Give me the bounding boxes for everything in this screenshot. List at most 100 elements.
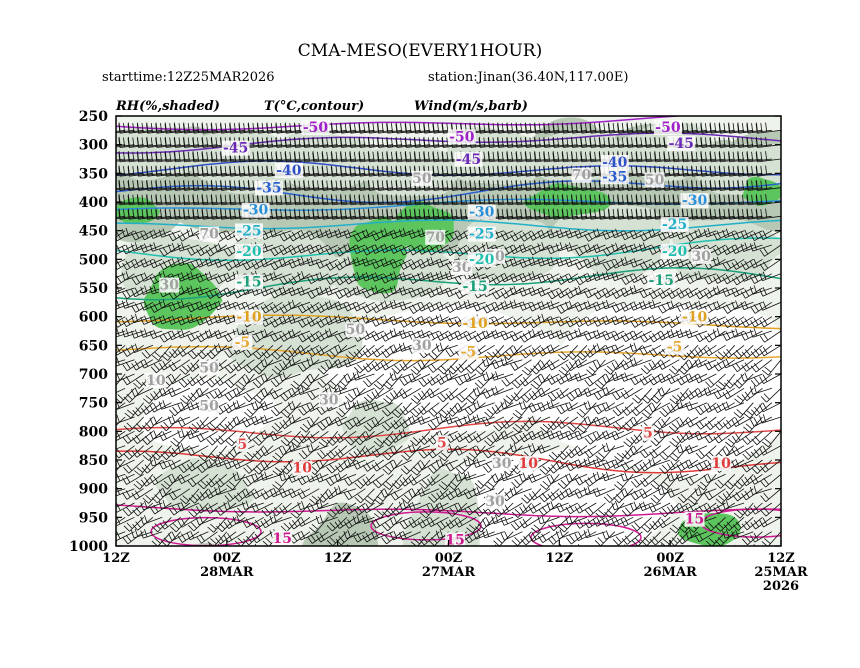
wind-barb (759, 301, 781, 311)
wind-barb (398, 329, 421, 339)
wind-barb (663, 194, 689, 206)
wind-barb (432, 136, 458, 148)
wind-barb (220, 151, 246, 163)
wind-barb (326, 431, 348, 446)
wind-barb (343, 473, 366, 486)
wind-barb (361, 401, 384, 412)
wind-barb (537, 242, 560, 252)
wind-barb (155, 208, 181, 220)
rh-label-bg (644, 172, 665, 188)
wind-barb (589, 194, 615, 206)
wind-barb (759, 516, 781, 528)
contour-label: -5 (461, 344, 477, 360)
wind-barb (493, 416, 514, 432)
wind-barb (703, 502, 726, 513)
wind-barb (478, 136, 504, 148)
wind-barb (617, 194, 643, 206)
wind-barb (491, 359, 514, 370)
wind-barb (659, 502, 680, 518)
wind-barb (391, 359, 412, 375)
wind-barb (558, 517, 579, 533)
wind-barb (509, 344, 532, 356)
wind-barb (450, 179, 477, 191)
wind-barb (303, 151, 329, 163)
wind-barb (472, 414, 495, 424)
y-tick-label: 1000 (69, 539, 108, 555)
wind-barb (131, 528, 154, 539)
wind-barb (196, 531, 218, 544)
wind-barb (583, 400, 606, 410)
wind-barb (681, 165, 708, 177)
wind-barb (509, 273, 532, 283)
wind-barb (592, 256, 615, 266)
wind-barb (340, 179, 366, 191)
wind-barb (116, 531, 135, 541)
wind-barb (343, 273, 366, 285)
wind-barb (349, 208, 375, 220)
wind-barb (253, 359, 274, 375)
wind-barb (297, 256, 320, 266)
wind-barb (312, 136, 338, 148)
wind-barb (751, 431, 773, 446)
wind-barb (386, 122, 412, 134)
wind-barb (613, 545, 615, 546)
wind-barb (309, 545, 310, 546)
wind-barb (362, 244, 385, 256)
wind-barb (598, 208, 625, 220)
wind-barb (749, 242, 772, 252)
wind-barb (187, 473, 209, 488)
wind-barb (270, 244, 292, 257)
contour-label-group: -10 (680, 309, 709, 325)
wind-barb (389, 530, 412, 541)
wind-barb (435, 458, 458, 468)
wind-barb (707, 545, 726, 546)
wind-barb (122, 473, 144, 485)
wind-barb (426, 516, 449, 527)
wind-barb (226, 474, 246, 491)
wind-barb (694, 287, 717, 300)
wind-barb (427, 373, 449, 386)
y-tick-label: 800 (79, 424, 108, 440)
rh-label-bg (485, 494, 506, 510)
wind-barb (352, 256, 375, 267)
wind-barb (629, 243, 652, 253)
wind-barb (325, 416, 348, 426)
wind-barb (140, 359, 163, 369)
wind-barb (252, 459, 274, 475)
contour-label-bg (435, 435, 448, 451)
wind-barb (306, 356, 329, 367)
wind-barb (423, 194, 449, 206)
wind-barb (546, 256, 569, 267)
wind-barb (750, 373, 773, 387)
wind-barb (620, 387, 643, 400)
x-tick-label: 12Z (546, 551, 574, 566)
wind-barb (521, 488, 542, 504)
wind-barb (759, 244, 781, 257)
wind-barb (288, 356, 311, 367)
rh-label-bg (451, 260, 472, 276)
contour-label: -50 (449, 129, 475, 145)
wind-barb (297, 359, 320, 372)
wind-barb (574, 285, 597, 296)
contour-label-bg (664, 339, 685, 355)
wind-barb (167, 387, 191, 398)
wind-barb (399, 402, 422, 416)
wind-barb (474, 373, 495, 389)
wind-barb (703, 227, 726, 238)
contour-label: 10 (519, 456, 539, 472)
wind-barb (598, 136, 625, 148)
wind-barb (755, 122, 781, 134)
wind-barb (116, 285, 135, 295)
wind-barb (404, 208, 431, 220)
wind-barb (307, 344, 329, 357)
wind-barb (316, 531, 338, 543)
wind-barb (315, 244, 338, 255)
wind-barb (746, 151, 772, 163)
wind-barb (235, 373, 255, 390)
wind-barb (565, 401, 588, 412)
wind-barb (408, 244, 431, 256)
wind-barb (149, 242, 172, 252)
wind-barb (318, 545, 320, 546)
wind-barb (695, 416, 717, 430)
wind-barb (445, 488, 468, 501)
